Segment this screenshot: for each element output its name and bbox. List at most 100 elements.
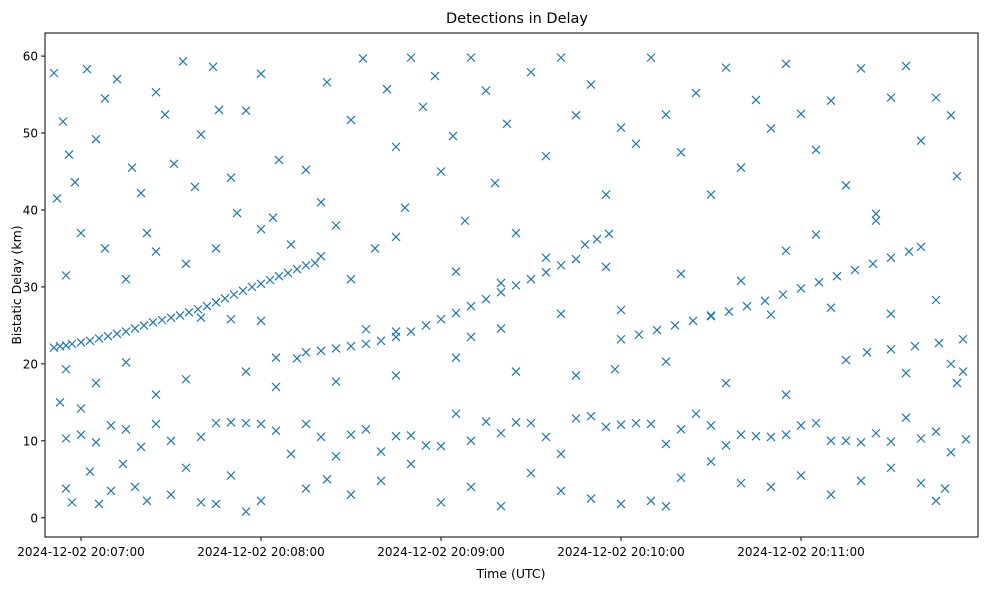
- data-point: [646, 419, 656, 429]
- data-point: [391, 142, 401, 152]
- data-point: [121, 327, 131, 336]
- data-point: [310, 258, 320, 268]
- data-point: [52, 194, 62, 203]
- y-tick-label: 30: [23, 280, 38, 294]
- data-point: [811, 418, 821, 428]
- y-tick-label: 40: [23, 203, 38, 217]
- data-point: [886, 437, 896, 447]
- data-point: [241, 418, 251, 428]
- plot-frame: [44, 32, 979, 538]
- data-point: [556, 486, 566, 496]
- data-point: [130, 482, 140, 492]
- data-point: [361, 324, 371, 334]
- data-point: [760, 296, 770, 306]
- data-point: [916, 478, 926, 488]
- data-point: [721, 378, 731, 388]
- data-point: [886, 463, 896, 473]
- data-point: [271, 382, 281, 392]
- data-point: [193, 304, 203, 314]
- data-point: [100, 244, 110, 253]
- y-axis-ticks: 0 10 20 30 40 50 60: [23, 50, 45, 525]
- data-point: [616, 420, 626, 430]
- data-point: [634, 330, 644, 340]
- data-point: [157, 315, 167, 325]
- data-point: [256, 279, 266, 289]
- data-point: [211, 244, 221, 253]
- data-point: [961, 434, 971, 444]
- data-point: [646, 53, 656, 63]
- data-point: [376, 447, 386, 457]
- data-point: [238, 286, 248, 296]
- data-point: [661, 439, 671, 449]
- y-axis-label: Bistatic Delay (km): [9, 225, 24, 344]
- data-point: [406, 327, 416, 336]
- data-point: [358, 53, 368, 63]
- data-point: [61, 434, 71, 443]
- data-point: [901, 368, 911, 378]
- data-point: [166, 436, 176, 446]
- data-point: [502, 119, 512, 129]
- data-point: [406, 431, 416, 440]
- data-point: [58, 117, 68, 126]
- data-point: [61, 270, 71, 280]
- data-point: [781, 430, 791, 440]
- data-point: [586, 80, 596, 89]
- data-point: [391, 370, 401, 380]
- data-point: [322, 474, 332, 484]
- data-point: [826, 436, 836, 446]
- data-point: [862, 347, 872, 357]
- data-point: [610, 364, 620, 374]
- data-point: [856, 437, 866, 447]
- data-point: [496, 324, 506, 333]
- data-point: [226, 471, 236, 480]
- data-point: [724, 307, 734, 316]
- data-point: [736, 478, 746, 488]
- data-point: [796, 284, 806, 293]
- data-point: [496, 501, 506, 511]
- data-point: [958, 367, 968, 376]
- data-point: [556, 53, 566, 63]
- data-point: [751, 95, 761, 105]
- data-point: [160, 110, 170, 119]
- data-point: [220, 294, 230, 303]
- data-point: [526, 468, 536, 478]
- data-point: [85, 467, 95, 477]
- data-point: [490, 178, 500, 188]
- data-point: [511, 228, 521, 238]
- data-point: [178, 57, 188, 66]
- data-point: [496, 287, 506, 297]
- data-point: [301, 165, 311, 175]
- data-point: [556, 309, 566, 319]
- data-point: [241, 367, 251, 376]
- data-point: [931, 93, 941, 103]
- data-point: [148, 317, 158, 327]
- data-point: [67, 339, 77, 349]
- data-point: [136, 442, 146, 452]
- data-point: [931, 427, 941, 437]
- data-point: [346, 274, 356, 284]
- data-point: [856, 476, 866, 486]
- data-point: [292, 354, 302, 363]
- data-point: [781, 390, 791, 400]
- data-point: [91, 134, 101, 144]
- data-point: [676, 473, 686, 483]
- data-point: [166, 313, 176, 323]
- data-point: [421, 320, 431, 330]
- data-point: [832, 271, 842, 281]
- data-point: [346, 430, 356, 440]
- data-point: [106, 486, 116, 496]
- data-point: [382, 84, 392, 94]
- data-point: [601, 262, 611, 272]
- data-point: [421, 441, 431, 450]
- data-point: [952, 171, 962, 181]
- data-point: [496, 428, 506, 438]
- data-point: [934, 338, 944, 348]
- data-point: [868, 259, 878, 269]
- data-point: [571, 370, 581, 380]
- data-point: [526, 274, 536, 284]
- data-point: [265, 275, 275, 285]
- data-point: [676, 147, 686, 157]
- data-point: [556, 449, 566, 459]
- data-point: [871, 216, 881, 226]
- data-point: [268, 213, 278, 223]
